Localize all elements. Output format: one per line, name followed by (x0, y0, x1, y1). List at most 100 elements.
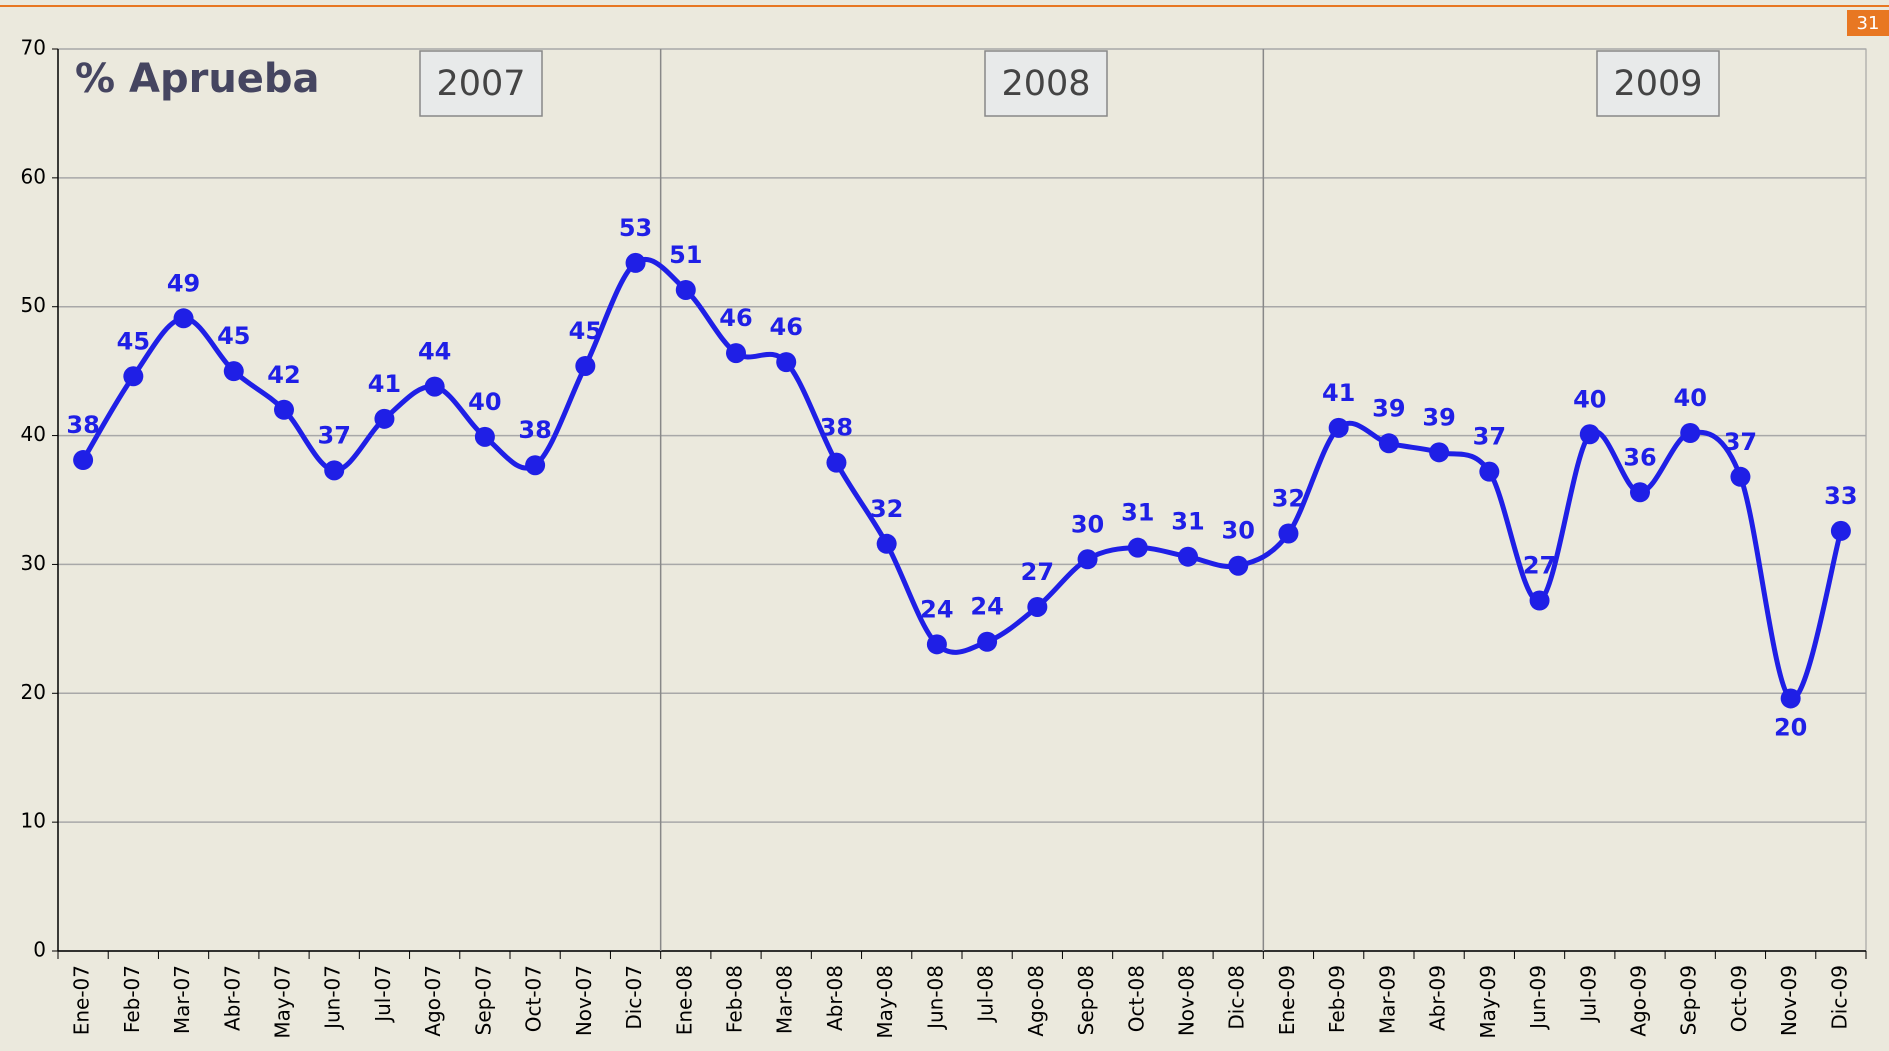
data-label: 46 (719, 304, 752, 332)
x-tick-label: Ene-09 (1275, 965, 1299, 1035)
data-label: 37 (318, 421, 351, 449)
data-label: 44 (418, 338, 451, 366)
y-tick-label: 60 (21, 164, 46, 188)
page-number: 31 (1857, 13, 1880, 34)
point (223, 361, 244, 382)
data-label: 53 (619, 214, 652, 242)
y-tick-label: 10 (21, 809, 46, 833)
data-label: 39 (1372, 394, 1405, 422)
data-label: 27 (1523, 552, 1556, 580)
x-tick-label: Jul-08 (974, 965, 998, 1024)
point (1529, 590, 1550, 611)
point (776, 352, 797, 373)
year-label: 2007 (436, 64, 525, 104)
data-label: 40 (1573, 385, 1606, 413)
x-tick-label: Jul-07 (371, 965, 395, 1024)
point (1630, 482, 1650, 503)
y-tick-label: 40 (21, 422, 46, 446)
x-tick-label: May-07 (271, 965, 295, 1039)
x-tick-label: Mar-09 (1375, 965, 1399, 1034)
point (675, 279, 696, 300)
x-tick-label: Sep-09 (1677, 965, 1701, 1035)
data-label: 42 (267, 361, 300, 389)
data-label: 41 (368, 370, 401, 398)
point (173, 308, 194, 329)
x-tick-label: Ene-08 (672, 965, 696, 1035)
point (1027, 596, 1048, 617)
x-tick-label: Jun-07 (321, 965, 345, 1031)
point (575, 355, 596, 376)
x-tick-label: May-08 (873, 965, 897, 1039)
data-label: 37 (1473, 423, 1506, 451)
data-label: 27 (1021, 558, 1054, 586)
x-tick-label: Sep-08 (1074, 965, 1098, 1035)
point (926, 634, 947, 655)
x-tick-label: Nov-07 (572, 965, 596, 1036)
x-tick-label: Feb-08 (723, 965, 747, 1033)
point (1378, 433, 1399, 454)
x-tick-label: Ago-08 (1024, 965, 1048, 1037)
point (1730, 466, 1751, 487)
year-box (1596, 50, 1720, 117)
data-label: 51 (669, 241, 702, 269)
data-label: 45 (217, 322, 250, 350)
x-tick-label: Sep-07 (471, 965, 495, 1035)
point (525, 455, 546, 476)
point (625, 252, 646, 273)
point (474, 426, 495, 447)
x-tick-label: Oct-09 (1727, 965, 1751, 1032)
x-tick-label: Feb-09 (1325, 965, 1349, 1033)
data-label: 38 (518, 416, 551, 444)
data-label: 45 (569, 317, 602, 345)
data-label: 39 (1422, 403, 1455, 431)
page-number-box (1847, 10, 1889, 36)
point (1780, 688, 1801, 709)
data-label: 32 (1272, 485, 1305, 513)
x-tick-label: Nov-09 (1777, 965, 1801, 1036)
x-tick-label: Ago-09 (1627, 965, 1651, 1037)
point (1178, 546, 1198, 567)
y-tick-label: 50 (21, 293, 46, 317)
x-tick-label: Jun-08 (923, 965, 947, 1031)
x-tick-label: Oct-08 (1124, 965, 1148, 1032)
data-label: 41 (1322, 379, 1355, 407)
x-tick-label: Feb-07 (120, 965, 144, 1033)
point (374, 408, 395, 429)
y-tick-label: 20 (21, 680, 46, 704)
data-label: 40 (468, 388, 501, 416)
data-label: 37 (1724, 428, 1757, 456)
data-label: 24 (970, 593, 1003, 621)
x-tick-label: Jul-09 (1576, 965, 1600, 1024)
point (324, 460, 345, 481)
data-label: 24 (920, 595, 953, 623)
x-tick-label: Jun-09 (1526, 965, 1550, 1031)
point (1429, 442, 1450, 463)
point (726, 343, 746, 364)
data-label: 31 (1121, 499, 1154, 527)
point (1228, 555, 1249, 576)
x-tick-label: Abr-07 (220, 965, 244, 1031)
x-tick-label: Mar-07 (170, 965, 194, 1034)
y-tick-label: 0 (33, 938, 46, 962)
data-label: 38 (820, 414, 853, 442)
data-label: 45 (117, 327, 150, 355)
point (1278, 523, 1299, 544)
x-tick-label: Mar-08 (773, 965, 797, 1034)
point (876, 533, 897, 554)
data-label: 32 (870, 495, 903, 523)
year-label: 2008 (1001, 64, 1090, 104)
data-label: 31 (1171, 508, 1204, 536)
data-label: 20 (1774, 713, 1807, 741)
point (1830, 520, 1851, 541)
point (1579, 424, 1600, 445)
year-box (984, 50, 1108, 117)
point (1127, 537, 1148, 558)
y-tick-label: 30 (21, 551, 46, 575)
x-tick-label: Ene-07 (70, 965, 94, 1035)
x-tick-label: Dic-09 (1827, 965, 1851, 1030)
x-tick-label: Dic-08 (1225, 965, 1249, 1030)
point (1328, 417, 1349, 438)
data-label: 30 (1071, 510, 1104, 538)
